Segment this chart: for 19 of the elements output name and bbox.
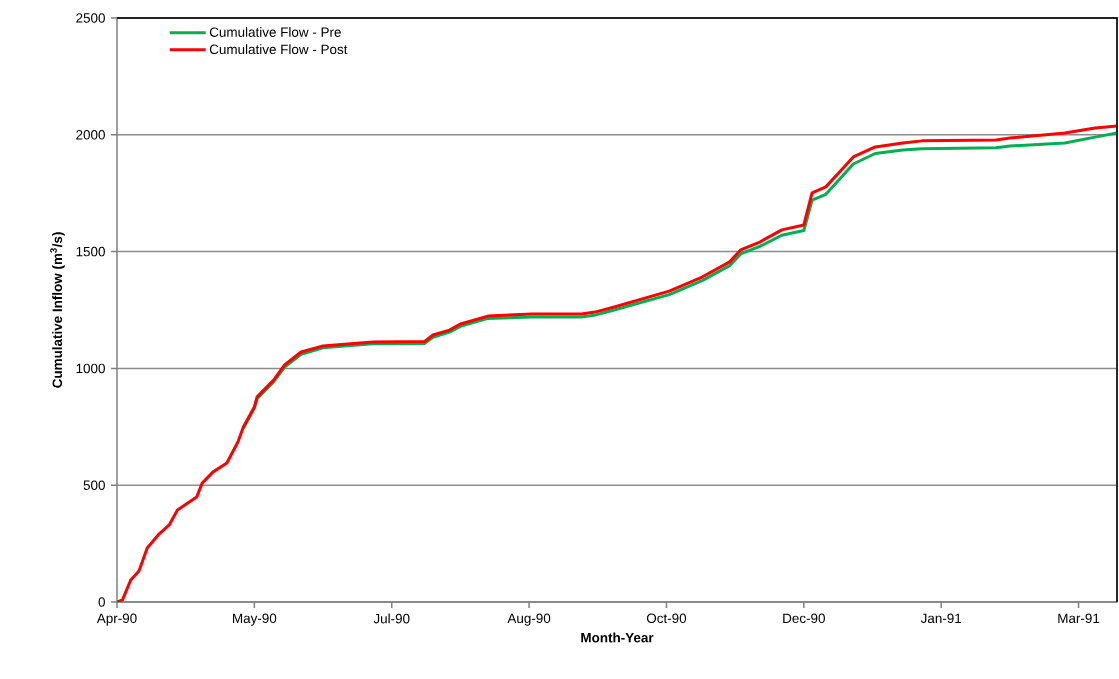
x-tick-label: Aug-90 [507,613,551,626]
x-tick-label: Jul-90 [373,613,410,624]
legend-label: Cumulative Flow - Pre [209,27,341,37]
y-tick-label: 2500 [76,13,105,23]
y-tick-label: 1000 [76,363,105,374]
y-tick-label: 500 [83,480,105,490]
x-tick-label: Apr-90 [96,613,137,626]
x-axis-title: Month-Year [581,632,654,643]
x-tick-label: Dec-90 [783,613,825,624]
y-tick-label: 2000 [76,130,105,140]
x-tick-label: Mar-91 [1058,613,1100,624]
x-tick-label: Jan-91 [920,613,962,624]
line-series [241,131,1118,430]
y-tick-label: 1500 [76,246,105,257]
x-tick-label: Oct-90 [646,613,687,624]
x-tick-label: May-90 [233,613,277,626]
y-axis-title: Cumulative Inflow (m$^{3}$/s) [50,232,65,388]
y-tick-label: 0 [98,597,105,607]
legend-label: Cumulative Flow - Post [209,44,348,55]
